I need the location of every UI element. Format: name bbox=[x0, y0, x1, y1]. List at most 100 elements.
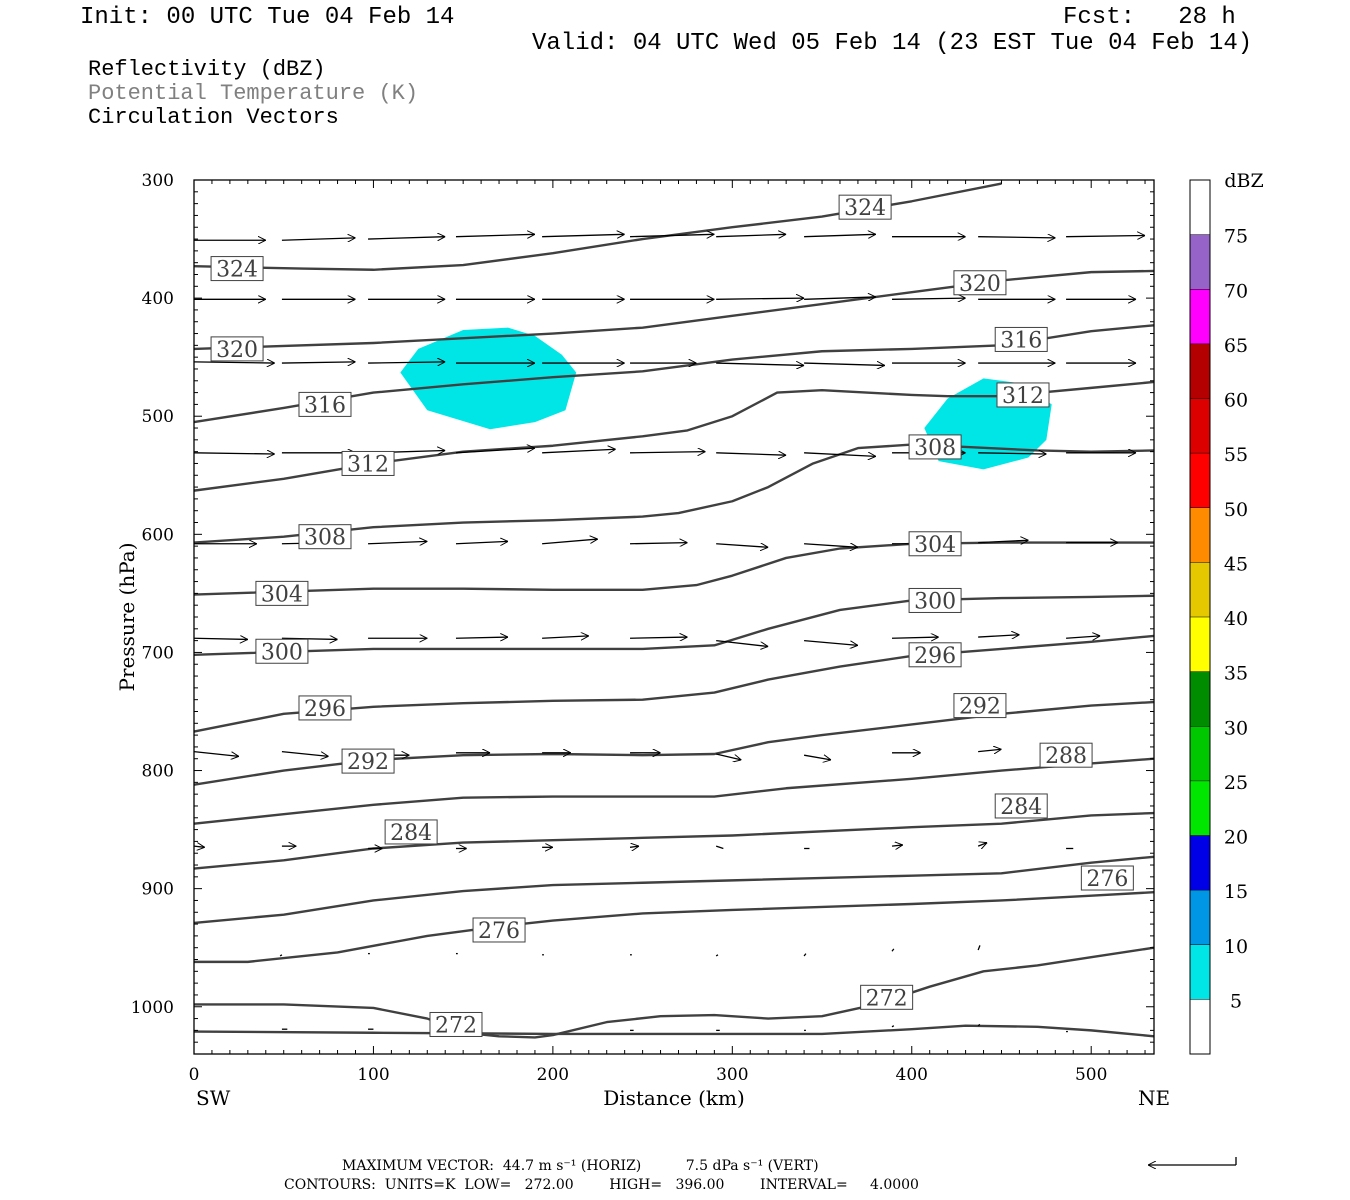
theta-contour-280-11 bbox=[193, 855, 1155, 925]
circulation-vector bbox=[978, 635, 1019, 637]
circulation-vector bbox=[977, 945, 981, 951]
colorbar-swatch-14 bbox=[1190, 234, 1210, 290]
colorbar-swatch-5 bbox=[1190, 726, 1210, 781]
circulation-vector bbox=[891, 948, 895, 952]
colorbar-label-30: 30 bbox=[1224, 717, 1248, 739]
y-tick-label-800: 800 bbox=[142, 762, 174, 782]
contour-label-308-0: 308 bbox=[304, 526, 346, 551]
circulation-vector bbox=[978, 453, 1046, 454]
colorbar-label-20: 20 bbox=[1224, 827, 1248, 849]
colorbar-label-70: 70 bbox=[1224, 280, 1248, 302]
x-axis-label: Distance (km) bbox=[603, 1086, 745, 1110]
y-tick-label-1000: 1000 bbox=[131, 998, 174, 1018]
contour-label-292-0: 292 bbox=[347, 750, 389, 775]
x-end-label-ne: NE bbox=[1138, 1086, 1170, 1110]
circulation-vector bbox=[281, 238, 356, 240]
contour-label-276-1: 276 bbox=[1086, 867, 1128, 892]
circulation-vector bbox=[977, 843, 987, 847]
theta-contour-272-13 bbox=[194, 946, 1155, 1039]
circulation-vector bbox=[455, 637, 508, 638]
circulation-vector bbox=[804, 297, 876, 299]
x-start-label-sw: SW bbox=[196, 1086, 231, 1110]
circulation-vector bbox=[892, 298, 966, 299]
contour-label-296-1: 296 bbox=[914, 644, 956, 669]
theta-contour-284-10 bbox=[193, 811, 1155, 870]
theta-contour-308-4 bbox=[193, 443, 1155, 544]
colorbar-label-10: 10 bbox=[1224, 936, 1248, 958]
circulation-vector bbox=[715, 954, 719, 957]
circulation-vector bbox=[892, 637, 939, 638]
contour-label-box-304-0 bbox=[255, 580, 309, 606]
x-tick-label-300: 300 bbox=[716, 1065, 748, 1085]
contour-label-308-1: 308 bbox=[914, 436, 956, 461]
x-tick-label-100: 100 bbox=[357, 1065, 389, 1085]
circulation-vector bbox=[279, 954, 283, 957]
contour-label-320-1: 320 bbox=[959, 272, 1001, 297]
contour-label-box-316-1 bbox=[994, 326, 1048, 352]
circulation-vector bbox=[455, 234, 535, 236]
y-tick-label-700: 700 bbox=[142, 643, 174, 663]
circulation-vector bbox=[455, 541, 508, 543]
contour-label-292-1: 292 bbox=[959, 695, 1001, 720]
colorbar-label-35: 35 bbox=[1224, 663, 1248, 685]
contour-label-312-1: 312 bbox=[1002, 384, 1044, 409]
circulation-vector bbox=[281, 750, 329, 757]
theta-contour-312-3 bbox=[193, 380, 1155, 492]
valid-time: Valid: 04 UTC Wed 05 Feb 14 (23 EST Tue … bbox=[532, 30, 1253, 57]
theta-contour-296-7 bbox=[193, 634, 1155, 733]
contour-label-316-1: 316 bbox=[1000, 328, 1042, 353]
theta-contour-300-6 bbox=[193, 594, 1155, 656]
contour-label-box-296-1 bbox=[908, 642, 962, 668]
colorbar-swatch-2 bbox=[1190, 890, 1210, 945]
circulation-vector bbox=[891, 845, 903, 846]
circulation-vector bbox=[630, 452, 705, 453]
circulation-vector bbox=[716, 298, 804, 299]
colorbar-swatch-15 bbox=[1190, 180, 1210, 235]
colorbar-swatch-3 bbox=[1190, 835, 1210, 891]
max-vector-note: MAXIMUM VECTOR: 44.7 m s⁻¹ (HORIZ) 7.5 d… bbox=[342, 1158, 819, 1174]
colorbar-swatch-1 bbox=[1190, 944, 1210, 1000]
theta-contour-304-5 bbox=[193, 541, 1154, 596]
circulation-vector bbox=[630, 543, 687, 544]
contour-label-box-324-0 bbox=[838, 194, 892, 220]
contour-label-box-312-1 bbox=[996, 382, 1050, 408]
contour-label-box-320-1 bbox=[953, 270, 1007, 296]
contour-label-box-324-1 bbox=[210, 256, 264, 282]
contour-label-box-300-1 bbox=[908, 587, 962, 613]
colorbar-label-60: 60 bbox=[1224, 390, 1248, 412]
contour-label-324-1: 324 bbox=[216, 258, 258, 283]
colorbar-label-55: 55 bbox=[1224, 444, 1248, 466]
colorbar-swatch-9 bbox=[1190, 507, 1210, 563]
contour-label-324-0: 324 bbox=[844, 196, 886, 221]
contour-label-272-1: 272 bbox=[866, 986, 908, 1011]
colorbar-swatch-0 bbox=[1190, 999, 1210, 1054]
contour-label-312-0: 312 bbox=[347, 452, 389, 477]
circulation-vector bbox=[716, 544, 768, 548]
contour-label-box-276-0 bbox=[472, 917, 526, 943]
colorbar-title: dBZ bbox=[1224, 170, 1263, 192]
circulation-vector bbox=[193, 453, 275, 454]
contour-label-box-276-1 bbox=[1080, 865, 1134, 891]
circulation-vector bbox=[715, 845, 724, 850]
theta-contour-288-9 bbox=[193, 757, 1155, 825]
circulation-vector bbox=[804, 363, 885, 365]
colorbar-swatch-4 bbox=[1190, 780, 1210, 836]
circulation-vector bbox=[716, 453, 786, 455]
contour-info-note: CONTOURS: UNITS=K LOW= 272.00 HIGH= 396.… bbox=[284, 1177, 919, 1193]
contour-label-box-308-1 bbox=[908, 434, 962, 460]
circulation-vector bbox=[804, 234, 876, 236]
circulation-vector bbox=[804, 453, 876, 457]
circulation-vector bbox=[630, 234, 714, 236]
colorbar-label-25: 25 bbox=[1224, 772, 1248, 794]
contour-label-320-0: 320 bbox=[216, 338, 258, 363]
colorbar-swatch-12 bbox=[1190, 343, 1210, 399]
y-tick-label-400: 400 bbox=[142, 289, 174, 309]
contour-label-box-284-1 bbox=[994, 793, 1048, 819]
circulation-vector bbox=[368, 362, 445, 363]
circulation-vector bbox=[368, 541, 427, 543]
y-tick-label-600: 600 bbox=[142, 525, 174, 545]
colorbar-label-40: 40 bbox=[1224, 608, 1248, 630]
circulation-vector bbox=[193, 846, 205, 847]
reference-vector-arrow bbox=[1148, 1157, 1237, 1165]
